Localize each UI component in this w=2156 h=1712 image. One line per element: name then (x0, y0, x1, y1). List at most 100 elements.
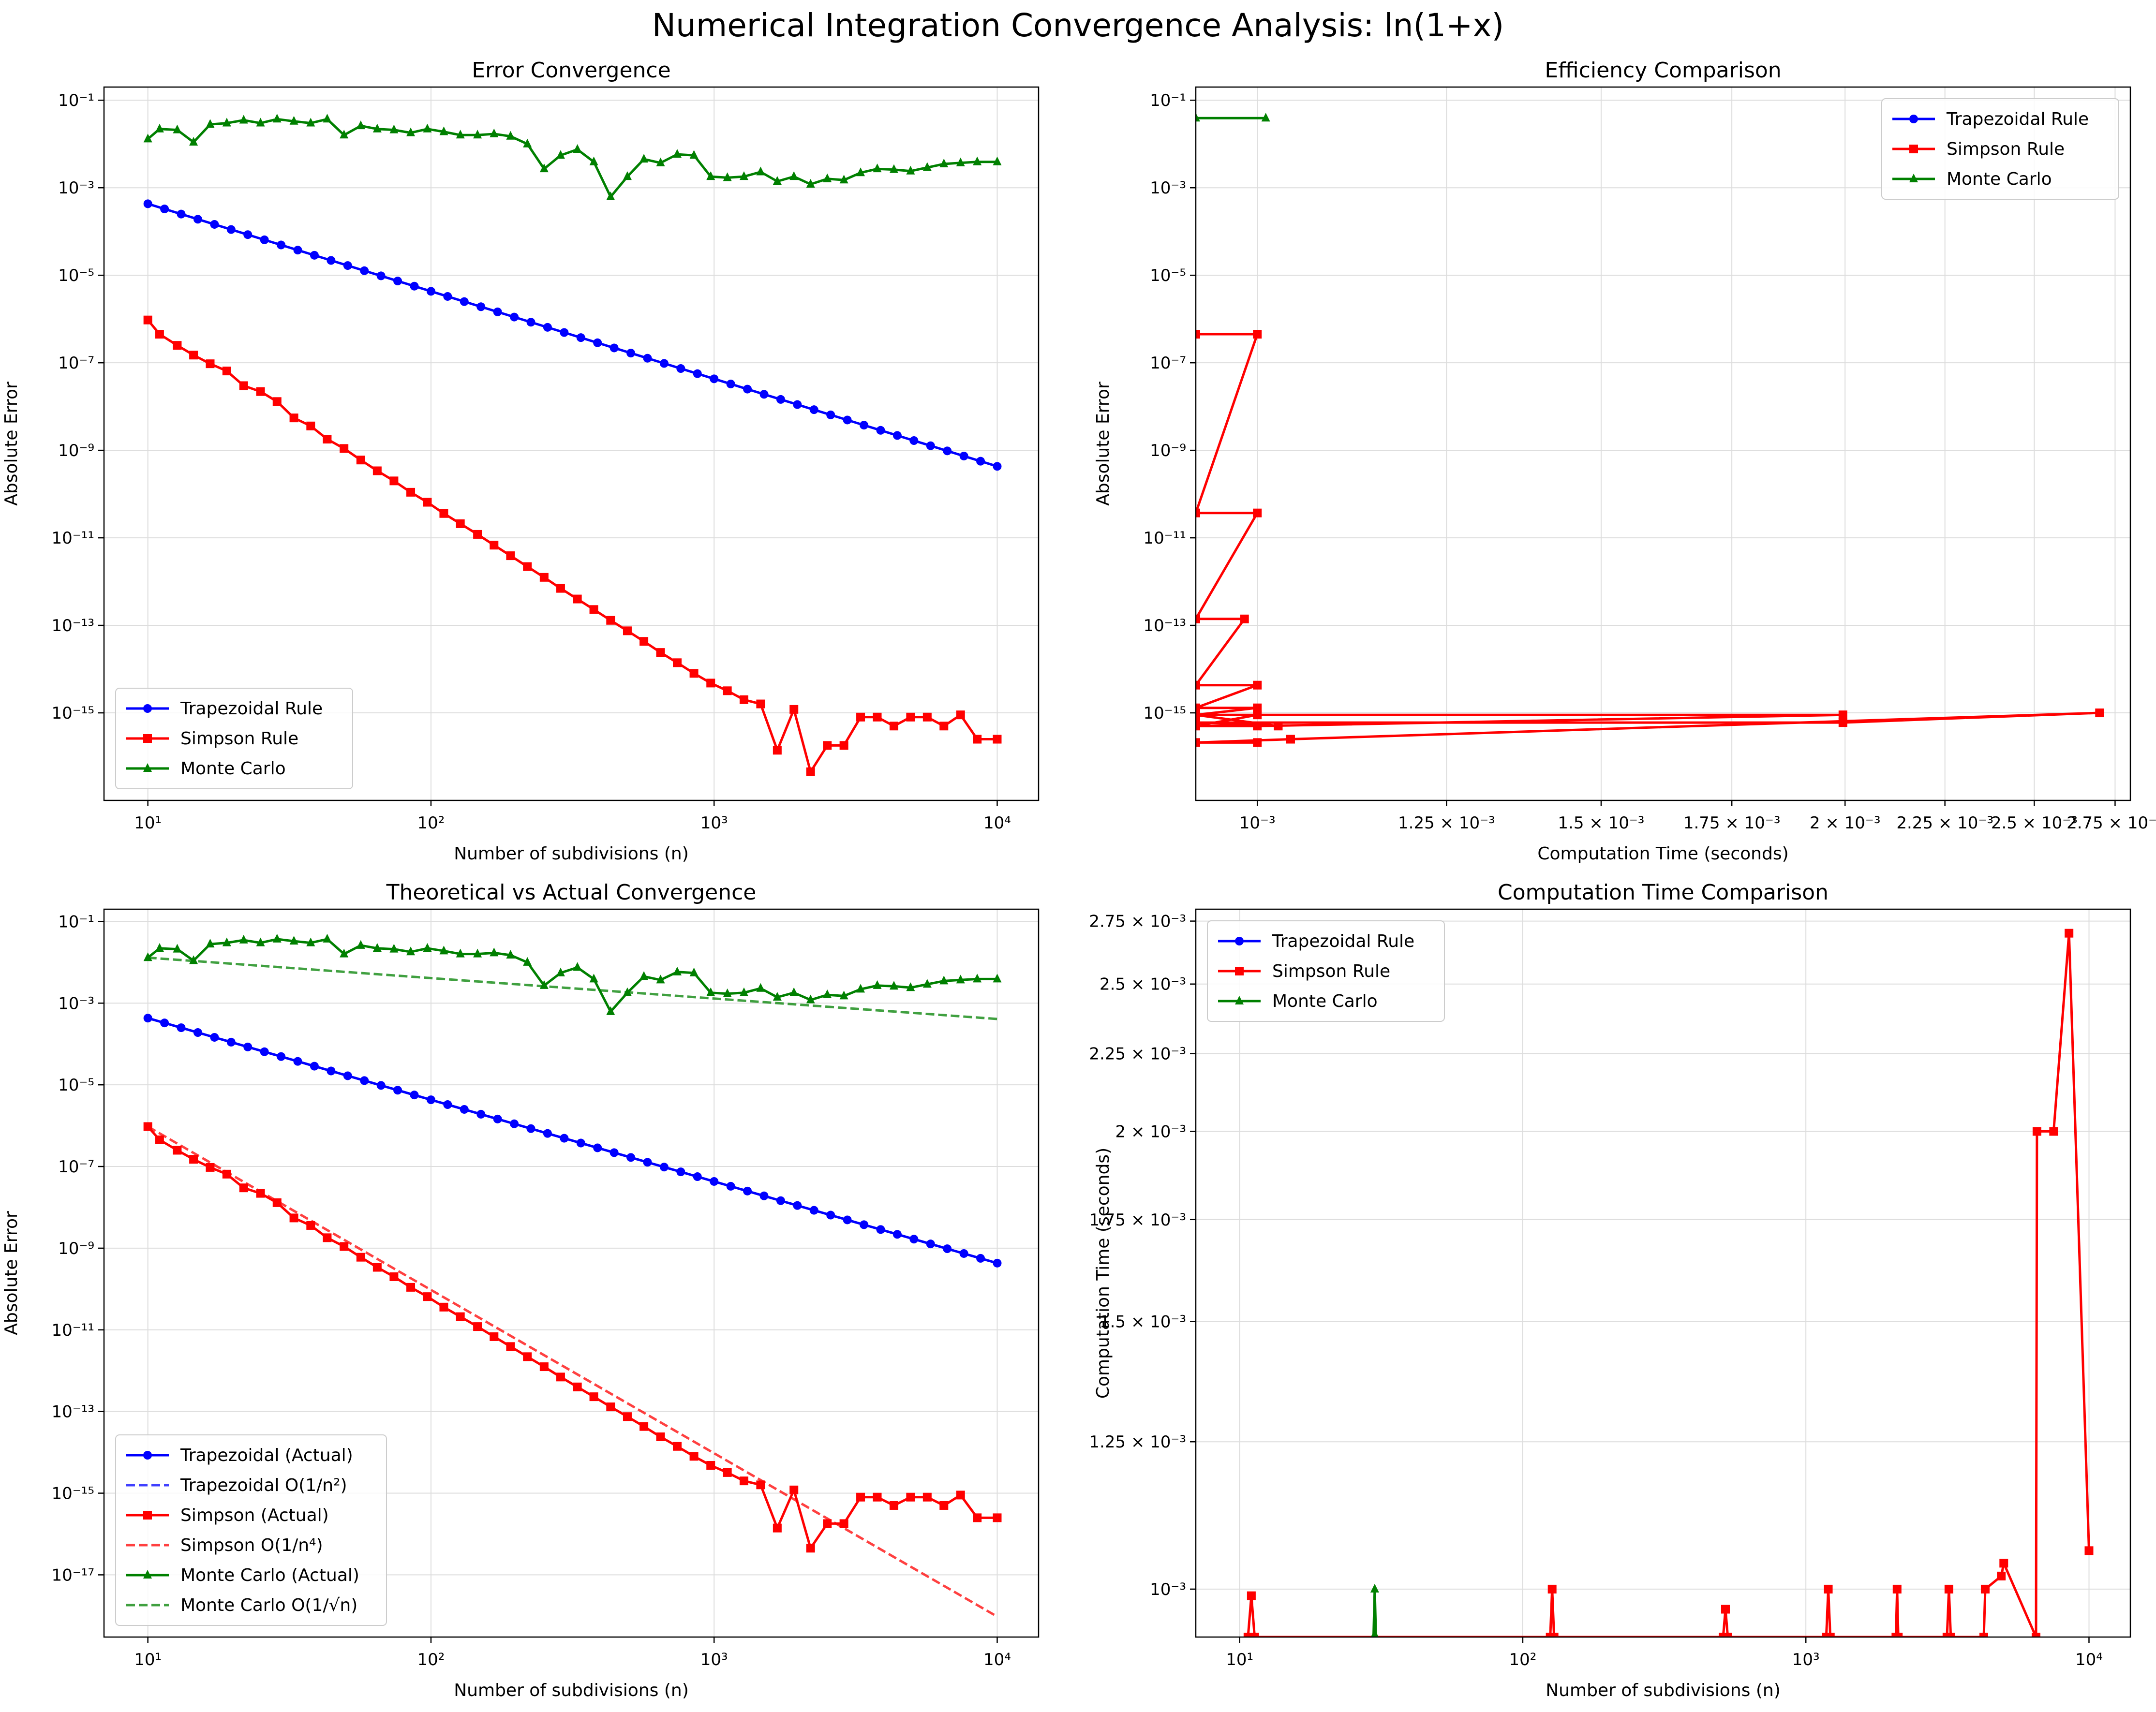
series-point (639, 154, 649, 163)
chart-computation-time-comparison: 10¹ 10² 10³ 10⁴ 10⁻³ 1.25 × 10⁻³ 1.5 × 10⁻³ 1.7… (1089, 880, 2131, 1700)
series-point (506, 949, 515, 959)
series-point (639, 1422, 649, 1431)
series-point (1838, 718, 1847, 727)
series-point (356, 456, 365, 465)
series-point (976, 1254, 985, 1263)
series-point (843, 415, 852, 425)
series-line (147, 118, 997, 198)
y-tick-label: 10⁻³ (58, 994, 94, 1013)
series-point (360, 1076, 369, 1085)
series-point (1979, 1633, 1988, 1637)
series-point (673, 658, 682, 667)
series-point (860, 421, 869, 430)
series-point (206, 119, 215, 128)
series-point (1253, 710, 1262, 720)
series-point (573, 144, 582, 153)
series-point (723, 686, 732, 695)
x-axis-label: Number of subdivisions (n) (454, 1681, 689, 1700)
chart-theoretical-vs-actual: 10¹ 10² 10³ 10⁴ 10⁻¹ 10⁻³ 10⁻⁵ 10⁻⁷ 10⁻⁹ 10⁻¹¹ 10⁻… (1, 880, 1040, 1700)
series-point (556, 584, 565, 593)
legend-label: Monte Carlo (Actual) (180, 1565, 359, 1585)
y-tick-label: 10⁻¹ (58, 91, 94, 110)
series-point (372, 123, 382, 133)
series-point (406, 946, 416, 956)
series-point (1261, 113, 1270, 122)
y-tick-label: 10⁻³ (1150, 178, 1186, 198)
series-point (673, 149, 682, 158)
chart-title: Efficiency Comparison (1545, 58, 1781, 83)
legend-label: Trapezoidal Rule (180, 699, 323, 719)
series-point (589, 605, 598, 614)
series-point (806, 179, 815, 188)
series-point (892, 431, 902, 440)
series-point (889, 1501, 898, 1510)
series-point (376, 271, 386, 280)
legend-label: Trapezoidal (Actual) (180, 1446, 353, 1465)
series-point (493, 307, 502, 316)
series-point (1196, 718, 1200, 727)
series-point (323, 1233, 332, 1242)
legend: Trapezoidal (Actual) Trapezoidal O(1/n²) S… (115, 1434, 387, 1626)
series-point (806, 767, 815, 776)
series-point (406, 1283, 416, 1292)
series-point (1721, 1605, 1730, 1614)
series-point (739, 695, 748, 704)
series-point (922, 162, 932, 171)
series-point (839, 741, 848, 750)
legend-marker (1909, 174, 1918, 182)
series-point (1196, 703, 1200, 712)
series-point (393, 277, 402, 286)
legend-marker (1235, 967, 1244, 975)
series-point (676, 364, 685, 373)
series-point (922, 1492, 932, 1502)
series-point (439, 509, 448, 518)
series-point (143, 1014, 152, 1023)
y-tick-label: 10⁻³ (1150, 1580, 1186, 1599)
series-point (443, 292, 452, 301)
series-point (456, 948, 465, 958)
series-point (789, 1485, 799, 1494)
series-point (773, 176, 782, 185)
legend-label: Trapezoidal O(1/n²) (180, 1476, 347, 1495)
series-point (323, 114, 332, 123)
series-point (623, 171, 632, 180)
series-point (256, 387, 265, 396)
axes-frame (1195, 86, 2131, 801)
series-point (439, 126, 448, 135)
series-point (793, 400, 802, 409)
y-axis-label: Absolute Error (1093, 382, 1113, 506)
series-point (773, 746, 782, 755)
series-point (456, 130, 465, 139)
series-point (1946, 1633, 1955, 1637)
chart-title: Theoretical vs Actual Convergence (386, 880, 757, 905)
series-point (406, 127, 416, 136)
series-point (993, 974, 1002, 983)
series-point (693, 369, 702, 378)
y-tick-label: 10⁻¹⁵ (52, 1484, 94, 1504)
series-point (1196, 508, 1200, 517)
series-point (1196, 710, 1200, 720)
x-tick-label: 2.5 × 10⁻³ (1991, 813, 2078, 833)
series-point (756, 983, 765, 992)
legend-label: Monte Carlo (1947, 169, 2052, 189)
series-point (173, 341, 182, 350)
series-point (323, 933, 332, 943)
y-tick-label: 10⁻¹⁵ (52, 704, 94, 723)
series-point (343, 261, 352, 270)
legend-label: Trapezoidal Rule (1946, 109, 2089, 129)
series-point (423, 1292, 432, 1301)
series-point (606, 1006, 615, 1015)
series-point (573, 594, 582, 604)
series-point (576, 1138, 585, 1148)
legend-label: Simpson (Actual) (180, 1505, 329, 1525)
series-point (243, 230, 253, 239)
legend-box (115, 688, 353, 789)
series-point (226, 225, 236, 234)
legend-marker (143, 1570, 152, 1579)
y-tick-label: 10⁻⁷ (1150, 354, 1186, 373)
series-line (147, 203, 998, 468)
series-point (239, 1183, 248, 1193)
legend-box (115, 1434, 387, 1626)
series-point (189, 351, 198, 360)
series-point (939, 158, 949, 167)
